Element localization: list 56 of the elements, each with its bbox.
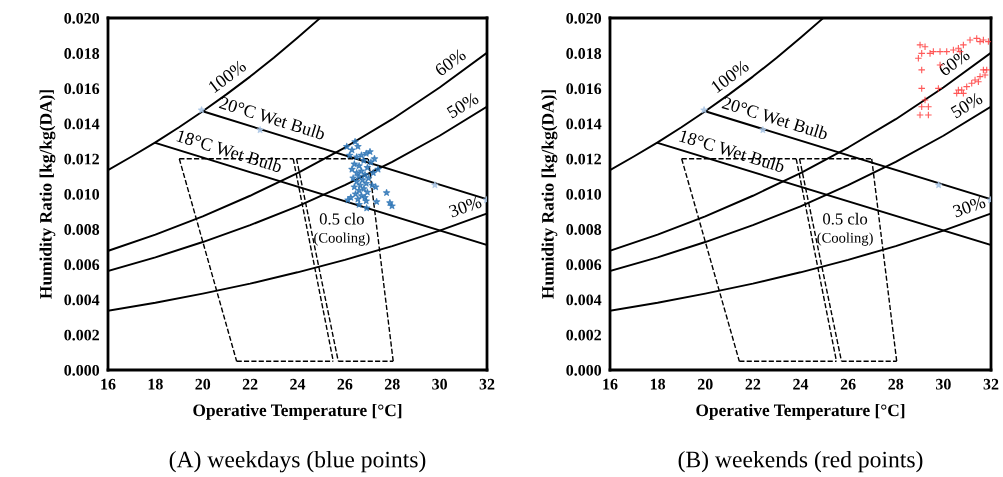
text: 50%	[950, 91, 984, 119]
y-tick-label: 0.000	[64, 364, 100, 376]
y-tick-label: 0.012	[566, 153, 601, 165]
x-tick-label: 32	[479, 378, 495, 390]
text: (B) weekends (red points)	[678, 450, 923, 473]
y-tick-label: 0.002	[566, 329, 601, 341]
text: 60%	[937, 48, 971, 77]
x-tick-label: 32	[983, 378, 999, 390]
x-tick-label: 22	[745, 378, 761, 390]
y-tick-label: 0.016	[64, 83, 100, 95]
y-tick-label: 0.004	[566, 294, 602, 306]
y-tick-label: 0.016	[566, 83, 602, 95]
x-tick-label: 20	[697, 378, 713, 390]
y-tick-label: 0.010	[566, 188, 602, 200]
y-axis-title: Humidity Ratio [kg/kg(DA)]	[541, 90, 558, 299]
y-tick-label: 0.006	[566, 259, 602, 271]
y-tick-label: 0.018	[566, 48, 602, 59]
y-tick-label: 0.014	[566, 118, 602, 130]
x-tick-label: 22	[242, 378, 258, 390]
text: (A) weekdays (blue points)	[169, 450, 426, 473]
x-tick-label: 30	[935, 378, 951, 390]
x-tick-label: 28	[384, 378, 400, 390]
text: 60%	[434, 48, 467, 77]
y-tick-label: 0.020	[566, 12, 602, 24]
x-tick-label: 18	[148, 378, 163, 390]
x-tick-label: 28	[888, 378, 904, 390]
y-tick-label: 0.008	[566, 224, 602, 235]
y-tick-label: 0.018	[64, 48, 100, 59]
x-tick-label: 16	[101, 378, 116, 390]
y-tick-label: 0.008	[64, 224, 100, 235]
y-tick-label: 0.002	[64, 329, 99, 341]
annotation: (Cooling)	[817, 232, 873, 246]
y-tick-label: 0.012	[64, 153, 99, 165]
annotation: 0.5 clo	[319, 212, 364, 225]
y-tick-label: 0.010	[64, 188, 100, 200]
x-tick-label: 26	[840, 378, 856, 390]
x-tick-label: 24	[793, 378, 809, 390]
x-tick-label: 24	[290, 378, 306, 390]
y-tick-label: 0.020	[64, 12, 100, 24]
x-tick-label: 18	[650, 378, 666, 390]
x-tick-label: 20	[195, 378, 211, 390]
text: 30%	[952, 195, 987, 218]
x-axis-title: Operative Temperature [°C]	[696, 403, 905, 420]
x-tick-label: 30	[432, 378, 447, 390]
x-tick-label: 26	[337, 378, 353, 390]
x-axis-title: Operative Temperature [°C]	[193, 403, 402, 420]
text: 50%	[446, 91, 480, 119]
y-tick-label: 0.000	[566, 364, 602, 376]
y-axis-title: Humidity Ratio [kg/kg(DA)]	[39, 90, 56, 299]
annotation: 0.5 clo	[823, 212, 868, 225]
y-tick-label: 0.004	[64, 294, 100, 306]
x-tick-label: 16	[603, 378, 618, 390]
text: 30%	[448, 195, 483, 218]
annotation: (Cooling)	[314, 232, 370, 246]
y-tick-label: 0.014	[64, 118, 100, 130]
y-tick-label: 0.006	[64, 259, 100, 271]
